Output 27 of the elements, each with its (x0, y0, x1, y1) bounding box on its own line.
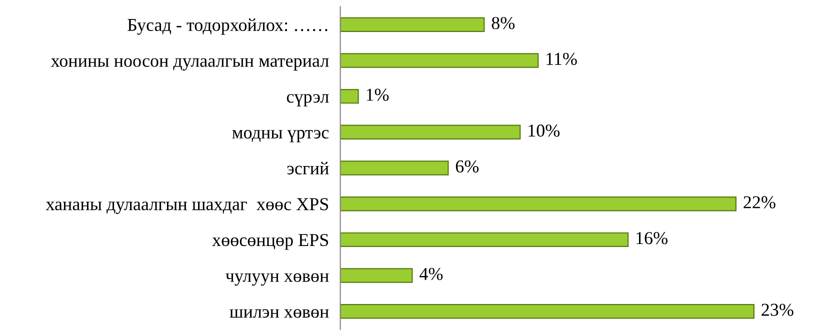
data-label: 16% (636, 232, 668, 244)
y-tick-label: сүрэл (286, 94, 329, 106)
bar (340, 53, 539, 68)
data-label: 8% (492, 16, 515, 30)
data-label: 6% (456, 160, 479, 173)
data-label: 22% (744, 196, 776, 208)
bar (340, 232, 629, 248)
y-tick-label: чулуун хөвөн (226, 273, 329, 286)
y-tick-label: хананы дулаалгын шахдаг хөөс XPS (46, 198, 328, 214)
bar (340, 124, 521, 140)
data-label: 1% (366, 88, 389, 101)
y-tick-label: хонины ноосон дулаалгын материал (50, 58, 329, 71)
bar (340, 17, 485, 32)
y-tick-label: эсгий (287, 162, 329, 174)
bar (340, 304, 754, 319)
data-label: 4% (420, 268, 443, 280)
y-tick-label: модны үртэс (232, 130, 329, 142)
data-label: 10% (528, 124, 560, 137)
data-label: 23% (762, 304, 794, 316)
y-tick-label: Бусад - тодорхойлох: …… (128, 18, 328, 35)
y-tick-label: хөөсөнцөр EPS (212, 234, 328, 250)
bar (340, 268, 413, 283)
bar (340, 88, 359, 104)
y-tick-label: шилэн хөвөн (230, 309, 329, 318)
bar (340, 160, 449, 176)
data-label: 11% (546, 52, 577, 66)
bar (340, 196, 736, 212)
